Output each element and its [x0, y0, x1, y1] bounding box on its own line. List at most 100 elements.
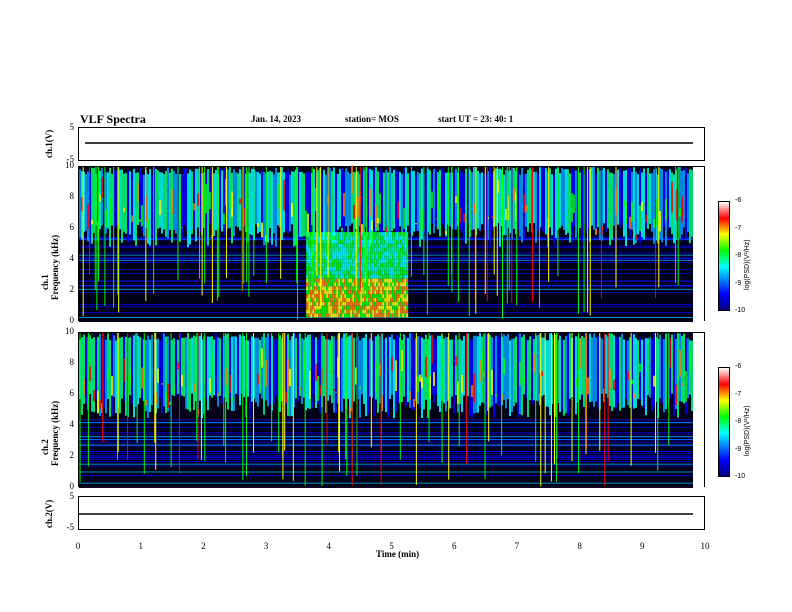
broadband-cell	[400, 239, 403, 244]
broadband-cell	[312, 297, 315, 302]
sferic-hot-cell	[145, 399, 147, 406]
broadband-cell	[396, 278, 399, 283]
broadband-cell	[324, 278, 327, 283]
sferic-band-cell	[103, 173, 105, 248]
broadband-cell	[324, 232, 327, 236]
broadband-cell	[332, 305, 335, 310]
sferic-band-cell	[429, 335, 431, 410]
sferic-band-cell	[395, 170, 397, 236]
broadband-cell	[332, 255, 335, 260]
broadband-cell	[348, 239, 351, 244]
sferic-band-cell	[613, 173, 615, 226]
sferic-hot-cell	[629, 216, 631, 229]
broadband-cell	[368, 270, 371, 275]
sferic-band-cell	[139, 167, 141, 226]
sferic-band-cell	[445, 337, 447, 412]
broadband-cell	[308, 301, 311, 306]
sferic-band-cell	[549, 333, 551, 416]
sferic-band-cell	[313, 339, 315, 395]
broadband-cell	[320, 290, 323, 295]
sferic-band-cell	[311, 335, 313, 408]
broadband-cell	[404, 290, 407, 295]
sferic-hot-cell	[533, 354, 535, 373]
sferic-band-cell	[95, 338, 97, 400]
broadband-cell	[344, 239, 347, 244]
sferic-hot-cell	[613, 380, 615, 390]
sferic-band-cell	[541, 167, 543, 232]
broadband-cell	[366, 305, 369, 310]
broadband-cell	[308, 243, 311, 248]
sferic-band-cell	[329, 167, 331, 235]
broadband-cell	[402, 294, 405, 298]
broadband-cell	[338, 282, 341, 287]
sferic-hot-cell	[129, 370, 131, 388]
sferic-hot-cell	[193, 383, 195, 393]
sferic-band-cell	[339, 169, 341, 227]
broadband-cell	[306, 259, 309, 264]
sferic-band-cell	[203, 336, 205, 414]
sferic-band-cell	[149, 169, 151, 246]
broadband-cell	[330, 274, 333, 279]
sferic-hot-cell	[433, 372, 435, 387]
broadband-cell	[338, 239, 341, 244]
broadband-cell	[374, 266, 377, 271]
broadband-cell	[322, 270, 325, 275]
sferic-band-cell	[111, 333, 113, 416]
sferic-band-cell	[561, 168, 563, 226]
broadband-cell	[342, 294, 345, 298]
broadband-cell	[394, 305, 397, 310]
broadband-cell	[340, 290, 343, 295]
broadband-cell	[314, 294, 317, 298]
sferic-band-cell	[405, 336, 407, 407]
broadband-cell	[398, 274, 401, 279]
broadband-cell	[362, 259, 365, 264]
sferic-band-cell	[175, 338, 177, 396]
sferic-hot-cell	[123, 358, 125, 383]
broadband-cell	[360, 263, 363, 267]
sferic-band-cell	[603, 167, 605, 224]
broadband-cell	[350, 305, 353, 310]
sferic-band-cell	[261, 170, 263, 239]
sferic-hot-cell	[425, 357, 427, 377]
broadband-cell	[356, 297, 359, 302]
broadband-cell	[400, 243, 403, 248]
sferic-band-cell	[355, 337, 357, 395]
broadband-cell	[396, 251, 399, 256]
broadband-cell	[388, 301, 391, 306]
sferic-hot-cell	[99, 400, 101, 409]
broadband-cell	[356, 235, 359, 240]
broadband-cell	[356, 282, 359, 287]
sferic-band-cell	[383, 172, 385, 231]
broadband-cell	[404, 266, 407, 271]
broadband-cell	[350, 313, 353, 318]
sferic-band-cell	[471, 172, 473, 230]
colorbar-tick-label: -6	[735, 197, 742, 204]
broadband-cell	[390, 266, 393, 271]
sferic-band-cell	[101, 338, 103, 419]
broadband-cell	[356, 263, 359, 267]
sferic-band-cell	[317, 339, 319, 405]
broadband-cell	[316, 301, 319, 306]
sferic-band-cell	[285, 335, 287, 406]
broadband-cell	[332, 263, 335, 267]
sferic-band-cell	[239, 334, 241, 406]
broadband-cell	[378, 259, 381, 264]
sferic-band-cell	[403, 167, 405, 247]
sferic-hot-cell	[357, 196, 359, 218]
broadband-cell	[318, 247, 321, 252]
broadband-cell	[360, 294, 363, 298]
sferic-hot-cell	[257, 223, 259, 227]
sferic-band-cell	[661, 169, 663, 243]
sferic-band-cell	[129, 171, 131, 235]
sferic-band-cell	[533, 171, 535, 224]
broadband-cell	[378, 301, 381, 306]
sferic-band-cell	[207, 336, 209, 411]
broadband-cell	[378, 290, 381, 295]
broadband-cell	[390, 297, 393, 302]
broadband-cell	[360, 266, 363, 271]
broadband-cell	[350, 266, 353, 271]
broadband-cell	[360, 305, 363, 310]
broadband-cell	[374, 270, 377, 275]
broadband-cell	[344, 297, 347, 302]
broadband-cell	[352, 278, 355, 283]
